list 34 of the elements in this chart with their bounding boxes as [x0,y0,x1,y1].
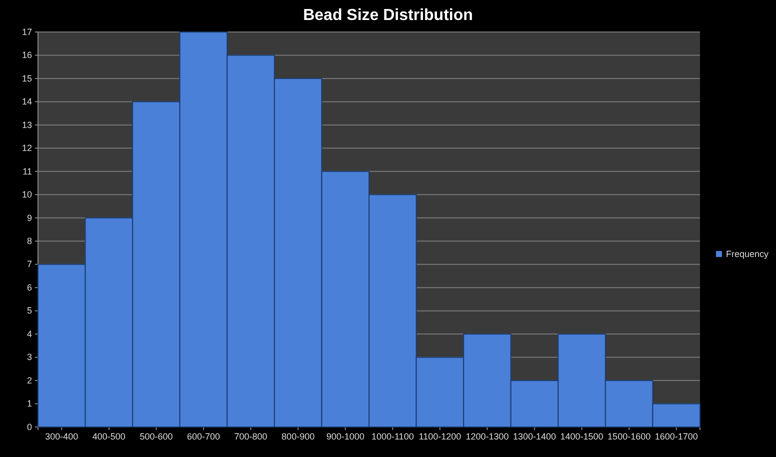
y-tick-label: 6 [26,282,32,292]
y-tick-label: 16 [22,50,32,60]
x-tick-label: 1600-1700 [654,431,698,442]
x-tick-label: 500-600 [140,431,173,442]
y-tick-label: 0 [26,422,32,432]
y-tick-label: 13 [22,120,32,130]
y-tick-label: 8 [26,236,32,246]
legend-label: Frequency [726,249,770,259]
x-tick-label: 800-900 [282,431,315,442]
y-tick-label: 17 [22,26,32,37]
x-tick-label: 1000-1100 [371,431,414,442]
x-tick-label: 1400-1500 [560,431,604,442]
y-tick-label: 1 [26,398,32,409]
x-tick-label: 300-400 [45,431,78,442]
x-tick-label: 600-700 [186,431,220,442]
y-tick-label: 10 [22,190,32,200]
y-tick-label: 2 [26,375,32,386]
x-tick-label: 400-500 [92,431,126,442]
x-tick-label: 1500-1600 [608,431,651,442]
x-tick-label: 1100-1200 [418,431,462,442]
x-tick-label: 1300-1400 [512,431,556,442]
y-tick-label: 12 [22,143,32,154]
y-tick-label: 9 [26,212,32,223]
x-tick-label: 700-800 [234,431,268,442]
y-tick-label: 5 [26,306,32,316]
y-tick-label: 15 [22,73,32,84]
x-tick-label: 900-1000 [326,431,364,442]
x-tick-label: 1200-1300 [466,431,509,442]
y-tick-label: 3 [26,352,32,362]
y-tick-label: 4 [26,328,32,339]
y-tick-label: 14 [22,96,32,107]
y-tick-label: 7 [26,259,32,270]
chart-title: Bead Size Distribution [303,7,473,24]
y-tick-label: 11 [22,166,32,176]
